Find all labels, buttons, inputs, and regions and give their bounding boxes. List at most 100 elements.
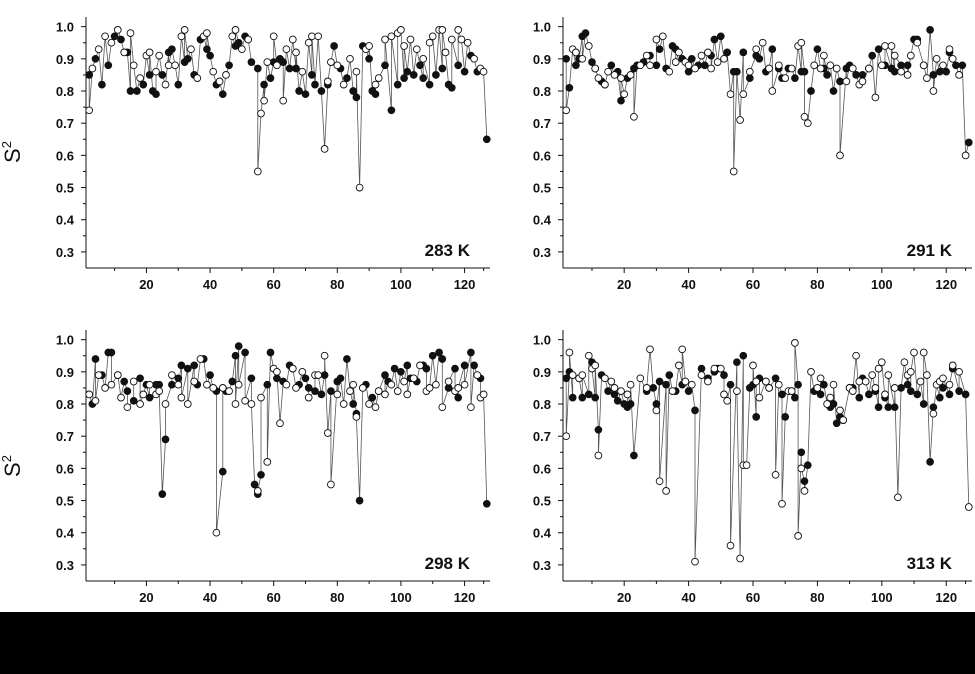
panel-283-open-point — [126, 29, 135, 37]
panel-283-open-point — [308, 32, 316, 41]
panel-283-filled-point — [260, 80, 268, 89]
panel-291-open-point — [707, 64, 715, 73]
panel-313-open-point — [687, 380, 696, 389]
panel-291-open-point — [601, 80, 609, 89]
panel-283-open-point — [323, 77, 332, 86]
panel-291-y-tick-label: 0.8 — [533, 84, 551, 99]
panel-298-open-point — [320, 351, 329, 360]
panel-298-open-point — [209, 384, 218, 392]
panel-298: 1.0 0.9 0.8 0.7 0.6 0.5 0.4 0.3 20 40 60 80 100 120 29… — [56, 330, 491, 605]
panel-283: 1.0 0.9 0.8 0.7 0.6 0.5 0.4 0.3 20 40 60 80 100 120 28… — [56, 17, 491, 292]
panel-313-open-point — [884, 371, 893, 379]
panel-283-filled-point — [174, 80, 183, 89]
panel-283-open-point — [180, 26, 189, 34]
panel-283-filled-point — [91, 54, 100, 63]
panel-313-filled-point — [691, 406, 699, 415]
panel-298-filled-point — [397, 367, 405, 376]
panel-298-filled-point — [158, 490, 167, 498]
panel-291-filled-point — [926, 26, 934, 34]
panel-291-open-point — [932, 54, 941, 63]
panel-313-filled-point — [890, 403, 899, 412]
panel-298-open-point — [139, 390, 148, 399]
panel-313-filled-point — [791, 393, 799, 402]
panel-283-open-point — [155, 51, 164, 60]
panel-298-open-point — [349, 380, 358, 389]
panel-283-filled-point — [225, 61, 233, 70]
panel-283-open-point — [94, 45, 103, 54]
panel-291-open-point — [591, 64, 600, 73]
panel-291-open-point — [929, 87, 938, 95]
y-axis-label-bottom-base: S — [0, 462, 25, 477]
panel-313-open-point — [601, 374, 609, 383]
panel-298-x-tick-label: 80 — [330, 590, 344, 605]
panel-298-open-point — [218, 384, 227, 392]
panel-298-open-point — [374, 387, 383, 395]
panel-313-filled-point — [562, 374, 571, 383]
panel-298-filled-point — [343, 355, 351, 363]
panel-283-filled-point — [203, 45, 211, 54]
panel-291-filled-point — [964, 138, 973, 147]
panel-313-filled-point — [816, 390, 825, 399]
panel-291: 1.0 0.9 0.8 0.7 0.6 0.5 0.4 0.3 20 40 60 80 100 120 29… — [533, 17, 973, 292]
panel-313-open-point — [774, 380, 783, 389]
panel-283-open-point — [164, 61, 173, 70]
panel-283-filled-point — [301, 90, 310, 99]
panel-313-open-point — [923, 371, 931, 379]
panel-291-open-point — [939, 61, 947, 70]
panel-313-filled-point — [591, 393, 600, 402]
panel-313-filled-point — [630, 451, 638, 460]
panel-291-filled-point — [716, 32, 725, 41]
panel-283-filled-point — [104, 61, 113, 70]
panel-298-open-point — [387, 380, 396, 389]
panel-313-open-point — [800, 487, 809, 495]
panel-313-x-tick-label: 80 — [810, 590, 824, 605]
panel-298-open-point — [467, 403, 475, 412]
panel-298-open-point — [85, 390, 94, 399]
panel-313-filled-point — [752, 413, 761, 421]
panel-291-filled-point — [958, 61, 967, 70]
panel-313-filled-point — [655, 377, 664, 386]
panel-298-filled-point — [263, 380, 272, 389]
panel-313-open-point — [762, 377, 770, 386]
panel-283-filled-point — [183, 54, 192, 63]
panel-298-x-tick-label: 100 — [390, 590, 412, 605]
panel-298-open-point — [327, 480, 335, 489]
panel-298-open-point — [212, 528, 221, 537]
panel-313-open-point — [874, 364, 883, 373]
panel-313-x-tick-label: 20 — [617, 590, 631, 605]
panel-298-filled-point — [273, 374, 281, 383]
panel-313-open-point — [749, 361, 757, 370]
panel-291-open-point — [675, 48, 683, 57]
panel-313-filled-point — [961, 390, 970, 399]
panel-291-open-point — [906, 51, 915, 60]
panel-313-filled-point — [935, 393, 944, 402]
panel-298-open-point — [393, 387, 402, 395]
panel-298-open-point — [196, 355, 205, 363]
panel-298-filled-point — [368, 393, 377, 402]
panel-298-y-tick-label: 1.0 — [56, 333, 74, 348]
panel-291-filled-point — [562, 54, 571, 63]
panel-291-y-tick-label: 0.9 — [533, 52, 551, 67]
panel-313-filled-point — [906, 387, 915, 395]
panel-298-open-point — [113, 371, 122, 379]
panel-283-open-point — [253, 167, 262, 176]
panel-291-open-point — [729, 167, 738, 176]
panel-283-open-point — [171, 61, 179, 70]
panel-283-x-tick-label: 60 — [266, 277, 280, 292]
panel-313-open-point — [668, 387, 677, 395]
panel-298-open-point — [454, 384, 463, 392]
panel-291-open-point — [739, 90, 748, 99]
panel-291-filled-point — [813, 45, 822, 54]
panel-298-filled-point — [454, 393, 463, 402]
panel-283-filled-point — [409, 71, 418, 79]
panel-283-open-point — [470, 54, 478, 63]
panel-283-open-point — [447, 35, 456, 44]
panel-313-filled-point — [781, 413, 790, 421]
panel-283-open-point — [454, 26, 463, 34]
panel-298-open-point — [298, 367, 307, 376]
panel-291-open-point — [652, 35, 661, 44]
panel-298-trace-line — [88, 346, 488, 533]
panel-291-filled-point — [791, 74, 799, 82]
panel-283-filled-point — [139, 80, 148, 89]
panel-313-open-point — [855, 377, 864, 386]
